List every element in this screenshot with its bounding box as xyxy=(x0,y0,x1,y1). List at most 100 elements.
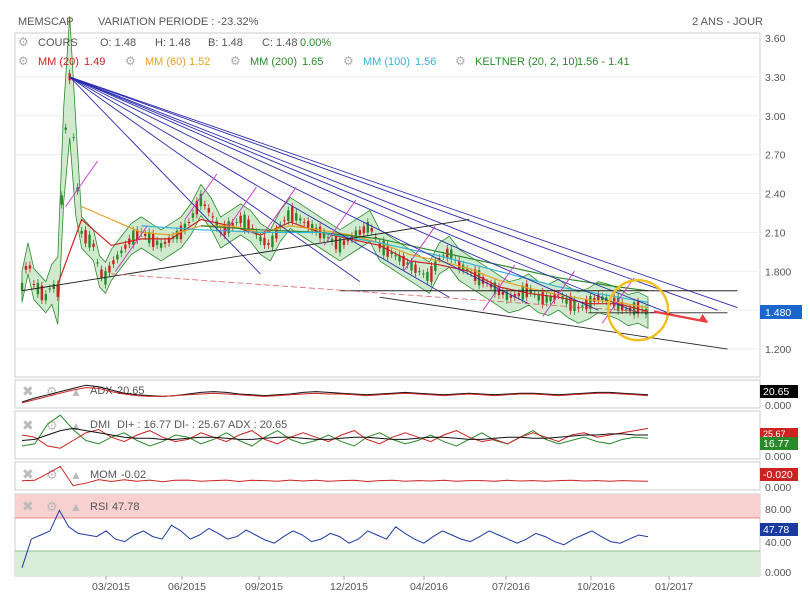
dmi-di-plus-box xyxy=(760,437,798,450)
indicator-line xyxy=(21,387,649,404)
candle-body xyxy=(517,293,521,297)
fan-trendline xyxy=(69,76,361,283)
variation-label: VARIATION PERIODE : -23.32% xyxy=(98,16,259,28)
fan-trendline xyxy=(69,76,738,309)
adx-value-box xyxy=(760,385,798,398)
candle-body xyxy=(155,240,159,245)
gear-icon[interactable]: ⚙ xyxy=(343,54,354,68)
candle-body xyxy=(116,254,119,260)
candle-body xyxy=(390,252,393,255)
symbol-title: MEMSCAP xyxy=(18,16,74,28)
candle-body xyxy=(80,230,83,234)
candle-body xyxy=(374,237,377,239)
last-price-value: 1.480 xyxy=(765,307,791,319)
candle-body xyxy=(239,215,242,224)
gear-icon[interactable]: ⚙ xyxy=(46,418,58,433)
candle-body xyxy=(163,241,167,244)
trendline-overlays xyxy=(21,76,738,350)
candle-body xyxy=(52,284,55,289)
fan-trendline xyxy=(69,76,450,298)
candle-body xyxy=(577,306,580,309)
legend-ma100-value: 1.56 xyxy=(415,56,436,68)
candle-body xyxy=(112,260,115,265)
legend-low: B: 1.48 xyxy=(208,37,243,49)
candle-body xyxy=(386,244,389,257)
candle-body xyxy=(346,239,350,242)
candle-body xyxy=(398,255,401,262)
indicator-line xyxy=(21,414,649,447)
candle-body xyxy=(259,236,262,242)
dmi-di-minus-value: 25.67 xyxy=(763,429,786,439)
up-arrow-icon[interactable]: ▲ xyxy=(70,419,82,433)
candle-body xyxy=(24,265,28,270)
fan-tick xyxy=(115,225,148,272)
candle-body xyxy=(573,300,576,311)
candle-body xyxy=(418,271,421,273)
candle-body xyxy=(306,220,310,229)
candle-body xyxy=(330,238,334,242)
projection-arrowhead xyxy=(698,313,708,322)
candle-body xyxy=(402,255,405,267)
candle-body xyxy=(565,297,568,304)
gear-icon[interactable]: ⚙ xyxy=(18,54,29,68)
rsi-oversold-zone xyxy=(15,551,760,576)
close-icon[interactable]: ✖ xyxy=(22,466,34,482)
gear-icon[interactable]: ⚙ xyxy=(46,467,58,482)
rsi-value-label: 47.78 xyxy=(763,524,789,536)
adx-panel: ✖ ⚙ ▲ ADX 20.65 20.65 0.000 xyxy=(14,379,798,412)
candle-body xyxy=(231,222,234,227)
candle-body xyxy=(426,272,429,281)
mom-value-box xyxy=(760,468,798,481)
x-tick-label: 01/2017 xyxy=(655,581,693,593)
legend-ma20-value: 1.49 xyxy=(84,56,105,68)
candle-body xyxy=(20,282,24,291)
period-label[interactable]: 2 ANS - JOUR xyxy=(692,16,763,28)
indicator-line xyxy=(21,509,649,568)
candle-body xyxy=(28,265,32,269)
candle-body xyxy=(271,235,274,248)
candle-body xyxy=(207,208,211,213)
candle-body xyxy=(541,291,544,305)
candle-body xyxy=(406,262,409,265)
candle-body xyxy=(430,266,433,282)
gear-icon[interactable]: ⚙ xyxy=(455,54,466,68)
x-tick-label: 03/2015 xyxy=(92,581,130,593)
candle-body xyxy=(108,265,111,273)
fan-tick xyxy=(403,225,436,272)
close-icon[interactable]: ✖ xyxy=(22,417,34,433)
candle-body xyxy=(354,230,358,240)
up-arrow-icon[interactable]: ▲ xyxy=(70,468,82,482)
gear-icon[interactable]: ⚙ xyxy=(230,54,241,68)
legend-open: O: 1.48 xyxy=(100,37,136,49)
candle-body xyxy=(44,294,48,301)
candle-body xyxy=(458,260,461,270)
candle-body xyxy=(624,308,628,310)
rsi-tick-80: 80.00 xyxy=(765,504,791,516)
price-y-tick-label: 2.40 xyxy=(765,189,786,201)
up-arrow-icon[interactable]: ▲ xyxy=(70,500,82,514)
candle-body xyxy=(72,137,75,139)
close-icon[interactable]: ✖ xyxy=(22,498,34,514)
close-icon[interactable]: ✖ xyxy=(22,383,34,399)
candle-body xyxy=(334,236,338,250)
rsi-label: RSI xyxy=(90,501,108,513)
candle-body xyxy=(342,240,346,246)
candle-body xyxy=(477,270,481,286)
gear-icon[interactable]: ⚙ xyxy=(18,35,29,49)
projection-arrow xyxy=(653,310,708,323)
moving-average-line xyxy=(81,205,649,309)
support-line xyxy=(21,219,470,292)
gear-icon[interactable]: ⚙ xyxy=(125,54,136,68)
candle-body xyxy=(295,213,298,221)
mom-zero-tick: 0.000 xyxy=(765,482,791,494)
candle-body xyxy=(322,231,326,239)
dmi-label: DMI xyxy=(90,419,110,431)
x-tick-label: 12/2015 xyxy=(330,581,368,593)
gear-icon[interactable]: ⚙ xyxy=(46,499,58,514)
candle-body xyxy=(326,237,330,239)
candle-body xyxy=(120,250,123,254)
up-arrow-icon[interactable]: ▲ xyxy=(70,385,82,399)
gear-icon[interactable]: ⚙ xyxy=(46,384,58,399)
